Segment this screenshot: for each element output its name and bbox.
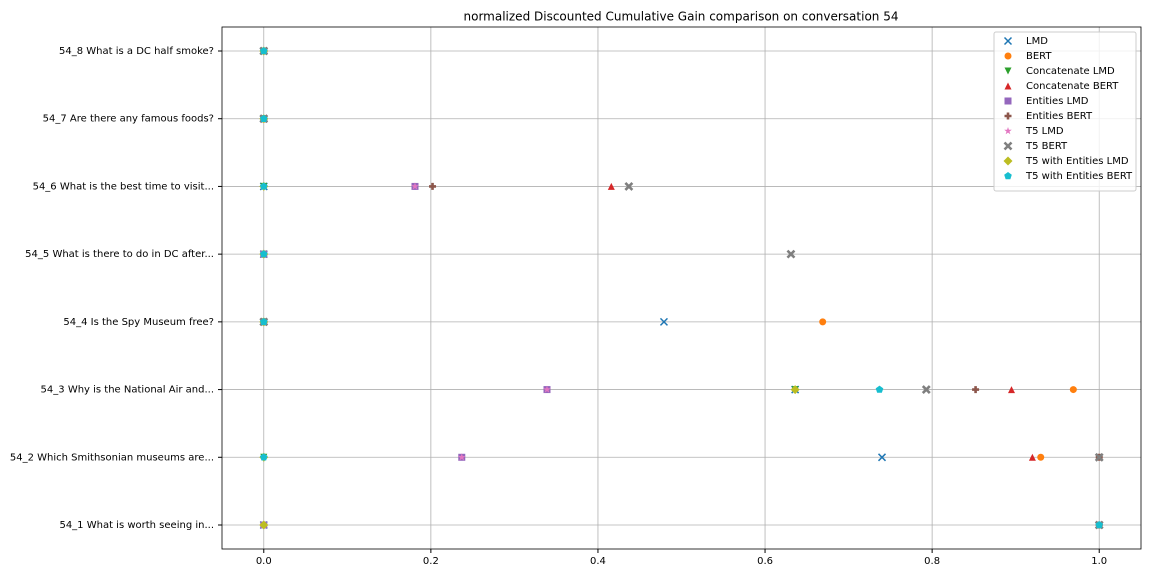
marker bbox=[1003, 141, 1013, 151]
marker bbox=[259, 250, 268, 258]
marker bbox=[259, 182, 268, 190]
legend-label: Concatenate BERT bbox=[1026, 81, 1119, 92]
x-tick-label: 0.2 bbox=[423, 556, 439, 567]
marker bbox=[543, 385, 551, 393]
legend-label: T5 BERT bbox=[1025, 141, 1068, 152]
marker bbox=[411, 182, 419, 190]
legend-label: T5 LMD bbox=[1025, 126, 1064, 137]
x-tick-label: 0.4 bbox=[590, 556, 606, 567]
y-tick-label: 54_1 What is worth seeing in... bbox=[59, 520, 214, 531]
marker bbox=[429, 182, 437, 190]
marker bbox=[1008, 386, 1016, 394]
y-tick-label: 54_8 What is a DC half smoke? bbox=[59, 46, 214, 57]
y-tick-label: 54_2 Which Smithsonian museums are... bbox=[10, 452, 214, 463]
marker bbox=[259, 114, 268, 122]
marker bbox=[1004, 112, 1012, 120]
marker bbox=[786, 249, 796, 259]
marker bbox=[1004, 172, 1012, 180]
marker bbox=[659, 317, 668, 326]
marker bbox=[1004, 82, 1012, 90]
x-tick-label: 1.0 bbox=[1091, 556, 1107, 567]
marker bbox=[1037, 453, 1045, 461]
marker bbox=[607, 182, 615, 190]
marker bbox=[259, 520, 269, 530]
marker bbox=[1094, 452, 1104, 462]
legend-label: Concatenate LMD bbox=[1026, 66, 1115, 77]
y-tick-label: 54_3 Why is the National Air and... bbox=[41, 385, 214, 396]
legend-label: T5 with Entities BERT bbox=[1025, 171, 1133, 182]
legend-label: Entities BERT bbox=[1026, 111, 1093, 122]
marker bbox=[259, 317, 268, 326]
x-tick-label: 0.0 bbox=[256, 556, 272, 567]
legend-label: LMD bbox=[1026, 36, 1048, 47]
marker bbox=[819, 318, 827, 326]
marker bbox=[1095, 521, 1104, 529]
marker bbox=[457, 453, 466, 461]
marker bbox=[877, 453, 887, 462]
marker bbox=[1069, 386, 1077, 394]
x-tick-label: 0.8 bbox=[924, 556, 940, 567]
y-tick-label: 54_6 What is the best time to visit... bbox=[33, 181, 214, 192]
legend-box bbox=[993, 31, 1137, 192]
y-tick-label: 54_4 Is the Spy Museum free? bbox=[63, 317, 214, 328]
marker bbox=[1004, 127, 1012, 135]
y-tick-label: 54_5 What is there to do in DC after... bbox=[25, 249, 214, 260]
marker bbox=[1004, 67, 1012, 75]
marker bbox=[624, 182, 634, 191]
marker bbox=[1028, 453, 1036, 461]
chart-title: normalized Discounted Cumulative Gain co… bbox=[464, 10, 899, 24]
y-tick-label: 54_7 Are there any famous foods? bbox=[43, 114, 214, 125]
legend-label: Entities LMD bbox=[1026, 96, 1089, 107]
plot-frame bbox=[221, 26, 1142, 550]
marker bbox=[972, 386, 980, 394]
marker bbox=[875, 385, 884, 393]
marker bbox=[790, 385, 800, 395]
marker bbox=[259, 47, 268, 55]
marker bbox=[1004, 52, 1012, 60]
marker bbox=[1003, 156, 1013, 166]
legend-label: T5 with Entities LMD bbox=[1025, 156, 1129, 167]
marker bbox=[1004, 97, 1012, 105]
marker bbox=[921, 385, 931, 394]
marker bbox=[259, 453, 268, 461]
x-tick-label: 0.6 bbox=[757, 556, 773, 567]
marker bbox=[1003, 36, 1013, 46]
legend-label: BERT bbox=[1026, 51, 1052, 62]
